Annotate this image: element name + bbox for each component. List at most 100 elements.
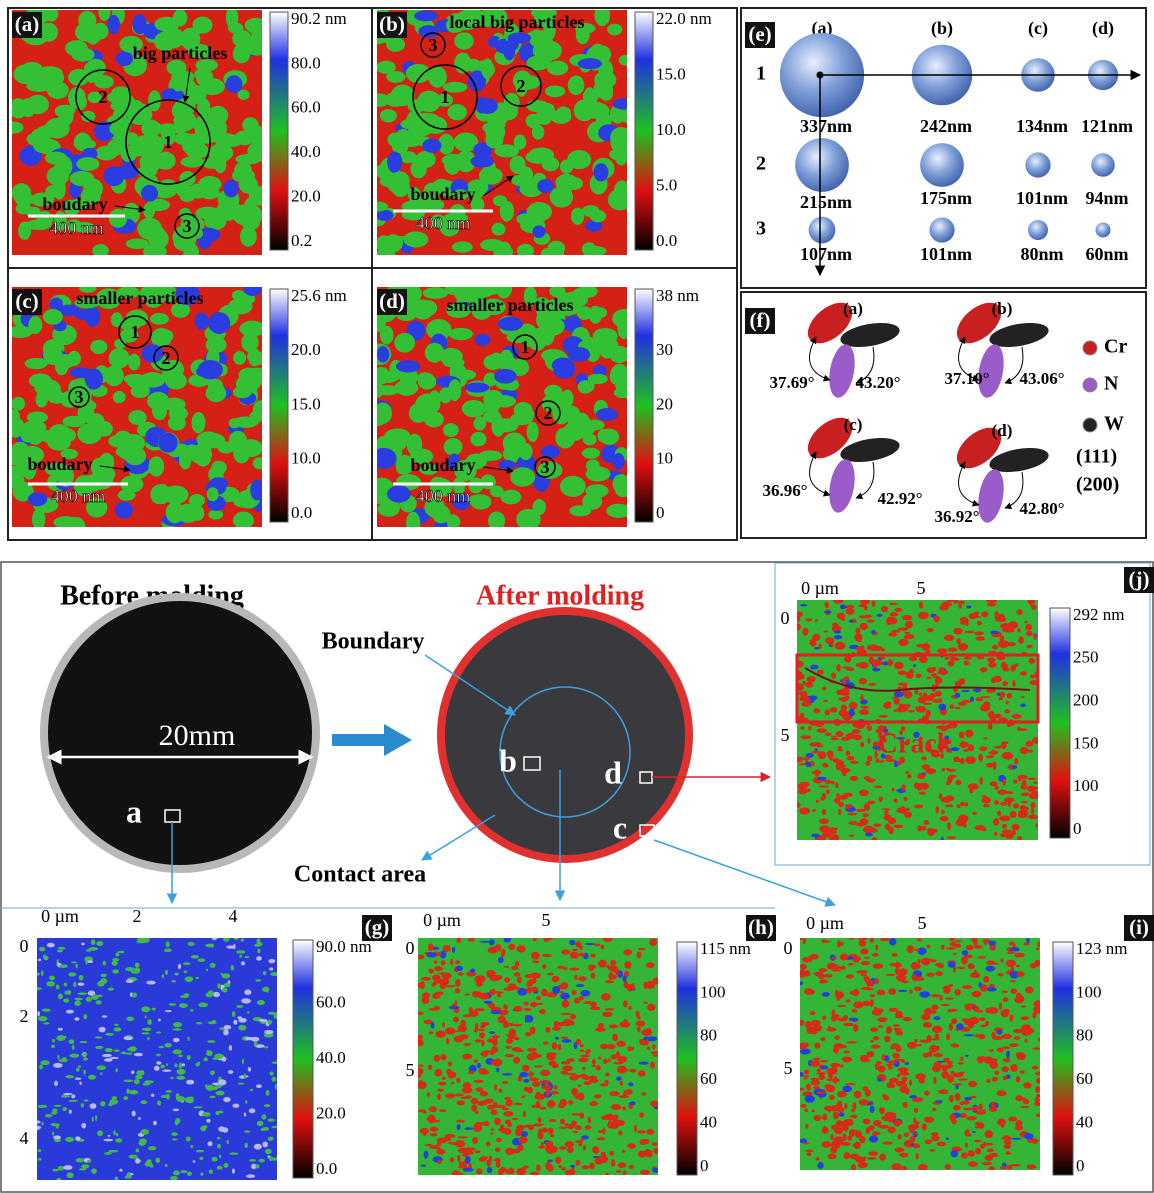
grain: [538, 1117, 542, 1123]
grain: [1032, 1047, 1040, 1050]
grain: [236, 1005, 243, 1008]
grain: [818, 751, 827, 759]
grain: [590, 954, 595, 958]
point-label: c: [613, 809, 627, 845]
grain: [859, 678, 867, 684]
grain: [855, 1130, 862, 1137]
grain: [459, 1173, 463, 1177]
grain: [435, 1031, 446, 1038]
grain: [75, 1077, 81, 1079]
grain: [1020, 806, 1029, 810]
grain: [1036, 1078, 1044, 1084]
grain: [65, 1137, 74, 1142]
grain: [1021, 1016, 1029, 1020]
grain: [1026, 645, 1032, 648]
colorbar-label: 15.0: [656, 64, 686, 83]
grain: [371, 93, 389, 106]
colorbar-label: 38 nm: [656, 286, 699, 305]
grain: [1000, 692, 1006, 698]
grain: [503, 1010, 509, 1015]
grain: [842, 1057, 853, 1063]
grain: [941, 810, 945, 814]
grain: [206, 1050, 212, 1056]
grain: [580, 1044, 584, 1047]
grain: [1012, 714, 1022, 719]
grain: [901, 980, 909, 983]
grain: [537, 1003, 543, 1005]
grain: [816, 800, 819, 803]
grain: [516, 213, 535, 225]
grain: [515, 1050, 524, 1052]
grain: [968, 963, 975, 969]
grain: [414, 1035, 423, 1040]
grain: [519, 443, 533, 460]
grain: [894, 608, 902, 612]
grain: [799, 937, 802, 940]
grain: [836, 664, 840, 672]
grain: [949, 938, 955, 941]
grain: [1014, 758, 1018, 765]
grain: [38, 959, 41, 962]
grain: [902, 1166, 907, 1172]
grain: [112, 958, 119, 961]
colorbar-label: 40: [1076, 1113, 1093, 1132]
grain: [598, 960, 607, 968]
grain: [612, 453, 624, 469]
grain: [980, 1025, 986, 1028]
grain: [1027, 785, 1037, 791]
legend-label: N: [1104, 373, 1119, 395]
grain: [875, 945, 878, 951]
grain: [174, 132, 193, 145]
grain: [932, 1065, 941, 1072]
grain: [547, 61, 569, 76]
grain: [429, 1031, 433, 1034]
grain: [1002, 1066, 1009, 1072]
grain: [76, 964, 79, 969]
grain: [977, 1123, 984, 1129]
grain: [1020, 1070, 1025, 1073]
colorbar-label: 60.0: [291, 98, 321, 117]
grain: [146, 981, 155, 985]
grain: [886, 1026, 892, 1034]
grain: [600, 1044, 608, 1050]
grain: [905, 1062, 909, 1065]
grain: [162, 1069, 171, 1071]
grain: [217, 1137, 221, 1139]
afm-map: [367, 278, 637, 537]
grain: [857, 1163, 867, 1168]
grain: [929, 1045, 937, 1053]
colorbar-label: 250: [1073, 648, 1099, 667]
grain: [53, 1135, 61, 1139]
grain: [74, 1017, 79, 1021]
grain: [592, 1146, 599, 1154]
grain: [931, 994, 940, 997]
grain: [639, 1112, 644, 1117]
grain: [249, 1159, 256, 1162]
grain: [61, 1095, 70, 1098]
panel-label: (g): [365, 915, 390, 939]
grain: [457, 1124, 461, 1130]
grain: [148, 456, 164, 476]
grain: [233, 511, 254, 529]
grain: [617, 319, 630, 339]
grain: [953, 1105, 961, 1111]
grain: [170, 1077, 173, 1079]
grain: [923, 1053, 931, 1058]
grain: [254, 1144, 262, 1150]
grain: [509, 1029, 516, 1037]
grain: [618, 1162, 626, 1168]
colorbar-label: 20.0: [316, 1103, 346, 1122]
grain: [500, 1124, 504, 1130]
panel-label: (d): [379, 289, 405, 313]
grain: [443, 423, 459, 437]
grain: [449, 328, 473, 340]
grain: [142, 1032, 150, 1034]
grain: [502, 1073, 512, 1075]
grain: [628, 1006, 632, 1010]
grain: [206, 1119, 210, 1123]
grain: [958, 601, 965, 604]
point-label: a: [126, 793, 142, 829]
grain: [485, 131, 503, 148]
grain: [475, 1023, 479, 1030]
grain: [233, 386, 252, 398]
